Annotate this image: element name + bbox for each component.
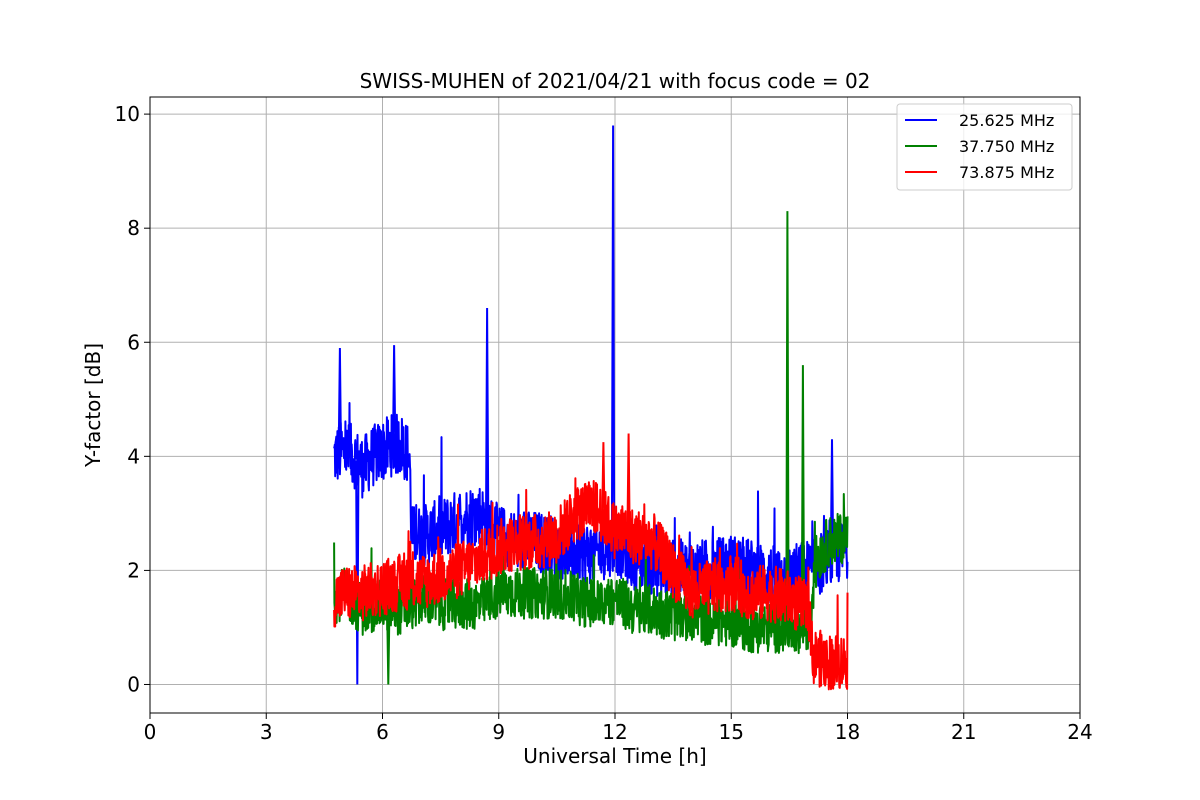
x-axis-label: Universal Time [h]	[523, 744, 706, 768]
y-tick-label: 10	[115, 102, 140, 126]
x-tick-label: 0	[144, 720, 157, 744]
legend-label: 25.625 MHz	[959, 111, 1054, 130]
x-tick-label: 12	[602, 720, 627, 744]
legend-label: 37.750 MHz	[959, 137, 1054, 156]
x-tick-label: 21	[951, 720, 976, 744]
y-axis-label: Y-factor [dB]	[81, 343, 105, 468]
x-tick-label: 24	[1067, 720, 1092, 744]
series-peak	[601, 442, 606, 517]
x-tick-label: 15	[719, 720, 744, 744]
legend-label: 73.875 MHz	[959, 163, 1054, 182]
series-peak	[785, 211, 790, 628]
series-peak	[610, 125, 616, 544]
series-peak	[485, 307, 490, 523]
legend-box	[896, 103, 1073, 191]
series-peak	[626, 433, 631, 535]
series-peak	[822, 660, 827, 685]
y-tick-label: 8	[127, 216, 140, 240]
series-peak	[386, 606, 391, 685]
series-peak	[800, 365, 806, 628]
x-tick-label: 9	[492, 720, 505, 744]
legend: 25.625 MHz 37.750 MHz 73.875 MHz	[896, 103, 1073, 191]
y-tick-label: 2	[127, 558, 140, 582]
series-peak	[355, 460, 360, 685]
series-peak	[829, 439, 835, 557]
series-line	[333, 402, 849, 605]
series-group	[333, 125, 849, 691]
series-peak	[337, 347, 342, 453]
x-tick-label: 18	[835, 720, 860, 744]
chart-title: SWISS-MUHEN of 2021/04/21 with focus cod…	[360, 69, 871, 93]
series-peak	[392, 345, 397, 445]
series-line	[333, 477, 849, 691]
x-tick-label: 6	[376, 720, 389, 744]
y-tick-label: 4	[127, 444, 140, 468]
y-tick-label: 6	[127, 330, 140, 354]
x-tick-label: 3	[260, 720, 273, 744]
y-tick-label: 0	[127, 672, 140, 696]
